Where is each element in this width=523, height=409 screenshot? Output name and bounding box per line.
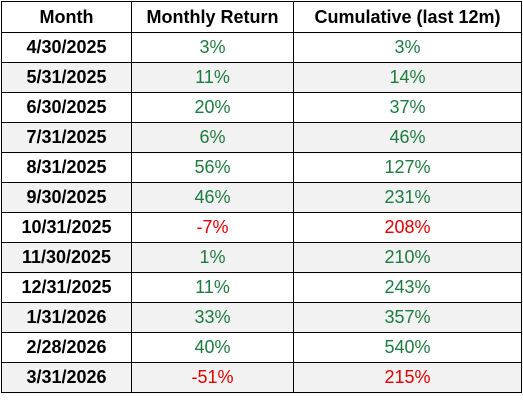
- table-cell: 7/31/2025: [1, 122, 132, 153]
- table-cell: 127%: [293, 152, 522, 183]
- table-cell: 6/30/2025: [1, 92, 132, 123]
- table-cell: 10/31/2025: [1, 212, 132, 243]
- table-row: 11/30/2025 1% 210%: [1, 242, 522, 273]
- table-cell: 215%: [293, 362, 522, 393]
- table-cell: 12/31/2025: [1, 272, 132, 303]
- table-row: 3/31/2026 -51% 215%: [1, 362, 522, 393]
- table-cell: 231%: [293, 182, 522, 213]
- table-row: 4/30/2025 3% 3%: [1, 32, 522, 63]
- returns-table: Month Monthly Return Cumulative (last 12…: [1, 1, 522, 393]
- table-cell: 33%: [131, 302, 294, 333]
- table-cell: 56%: [131, 152, 294, 183]
- table-row: 12/31/2025 11% 243%: [1, 272, 522, 303]
- table-cell: 1%: [131, 242, 294, 273]
- header-cell: Monthly Return: [131, 1, 294, 33]
- table-cell: 11%: [131, 272, 294, 303]
- header-cell: Cumulative (last 12m): [293, 1, 522, 33]
- table-row: 5/31/2025 11% 14%: [1, 62, 522, 93]
- table-cell: 46%: [131, 182, 294, 213]
- table-body: 4/30/2025 3% 3% 5/31/2025 11% 14% 6/30/2025 20%…: [1, 32, 522, 393]
- table-row: 8/31/2025 56% 127%: [1, 152, 522, 183]
- table-cell: 40%: [131, 332, 294, 363]
- table-cell: 3%: [293, 32, 522, 63]
- table-row: 6/30/2025 20% 37%: [1, 92, 522, 123]
- table-cell: 3/31/2026: [1, 362, 132, 393]
- table-cell: 243%: [293, 272, 522, 303]
- table-cell: 20%: [131, 92, 294, 123]
- table-cell: -7%: [131, 212, 294, 243]
- table-cell: 46%: [293, 122, 522, 153]
- table-cell: 357%: [293, 302, 522, 333]
- table-cell: 6%: [131, 122, 294, 153]
- table-cell: 210%: [293, 242, 522, 273]
- table-cell: 3%: [131, 32, 294, 63]
- table-cell: -51%: [131, 362, 294, 393]
- table-cell: 9/30/2025: [1, 182, 132, 213]
- table-row: 7/31/2025 6% 46%: [1, 122, 522, 153]
- table-cell: 4/30/2025: [1, 32, 132, 63]
- table-row: 2/28/2026 40% 540%: [1, 332, 522, 363]
- header-cell: Month: [1, 1, 132, 33]
- table-cell: 11%: [131, 62, 294, 93]
- table-row: 1/31/2026 33% 357%: [1, 302, 522, 333]
- table-cell: 2/28/2026: [1, 332, 132, 363]
- header-row: Month Monthly Return Cumulative (last 12…: [1, 1, 522, 33]
- table-cell: 14%: [293, 62, 522, 93]
- table-cell: 540%: [293, 332, 522, 363]
- table-row: 9/30/2025 46% 231%: [1, 182, 522, 213]
- table-cell: 1/31/2026: [1, 302, 132, 333]
- table-row: 10/31/2025 -7% 208%: [1, 212, 522, 243]
- table-cell: 11/30/2025: [1, 242, 132, 273]
- table-cell: 37%: [293, 92, 522, 123]
- table-cell: 208%: [293, 212, 522, 243]
- table-cell: 5/31/2025: [1, 62, 132, 93]
- table-cell: 8/31/2025: [1, 152, 132, 183]
